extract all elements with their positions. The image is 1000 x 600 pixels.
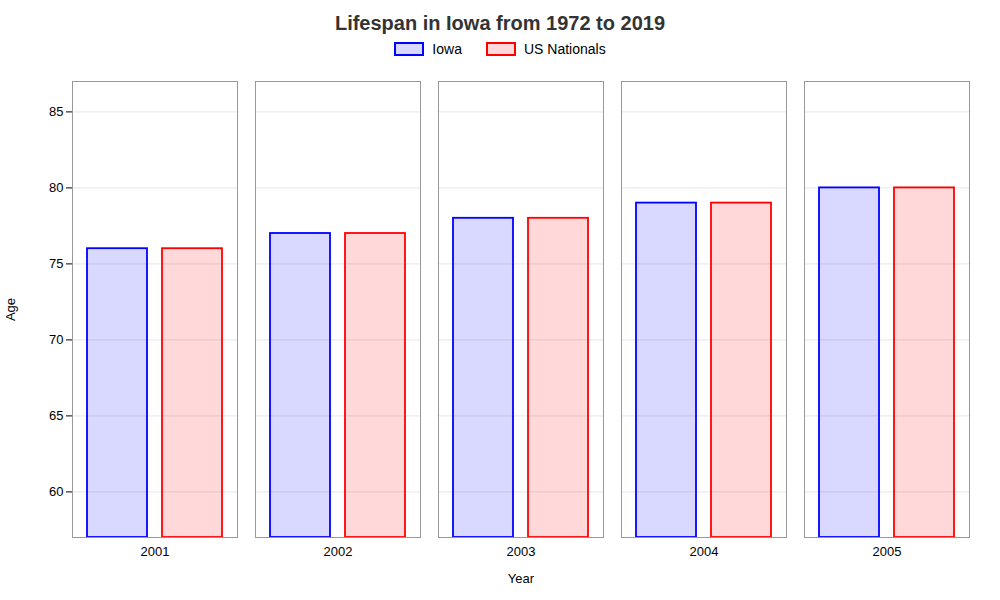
svg-text:75: 75 [49,256,63,271]
svg-text:80: 80 [49,180,63,195]
svg-text:2001: 2001 [141,544,170,559]
svg-text:Age: Age [3,298,18,321]
svg-text:2002: 2002 [324,544,353,559]
svg-text:Year: Year [508,571,535,586]
svg-text:65: 65 [49,408,63,423]
svg-text:2004: 2004 [690,544,719,559]
html-text:US Nationals: US Nationals [523,41,606,57]
svg-text:70: 70 [49,332,63,347]
svg-text:85: 85 [49,104,63,119]
html-text:Lifespan in Iowa from 1972 to: Lifespan in Iowa from 1972 to 2019 [334,12,665,34]
svg-text:2005: 2005 [873,544,902,559]
svg-text:60: 60 [49,484,63,499]
svg-text:2003: 2003 [507,544,536,559]
html-text:Iowa: Iowa [432,41,462,57]
